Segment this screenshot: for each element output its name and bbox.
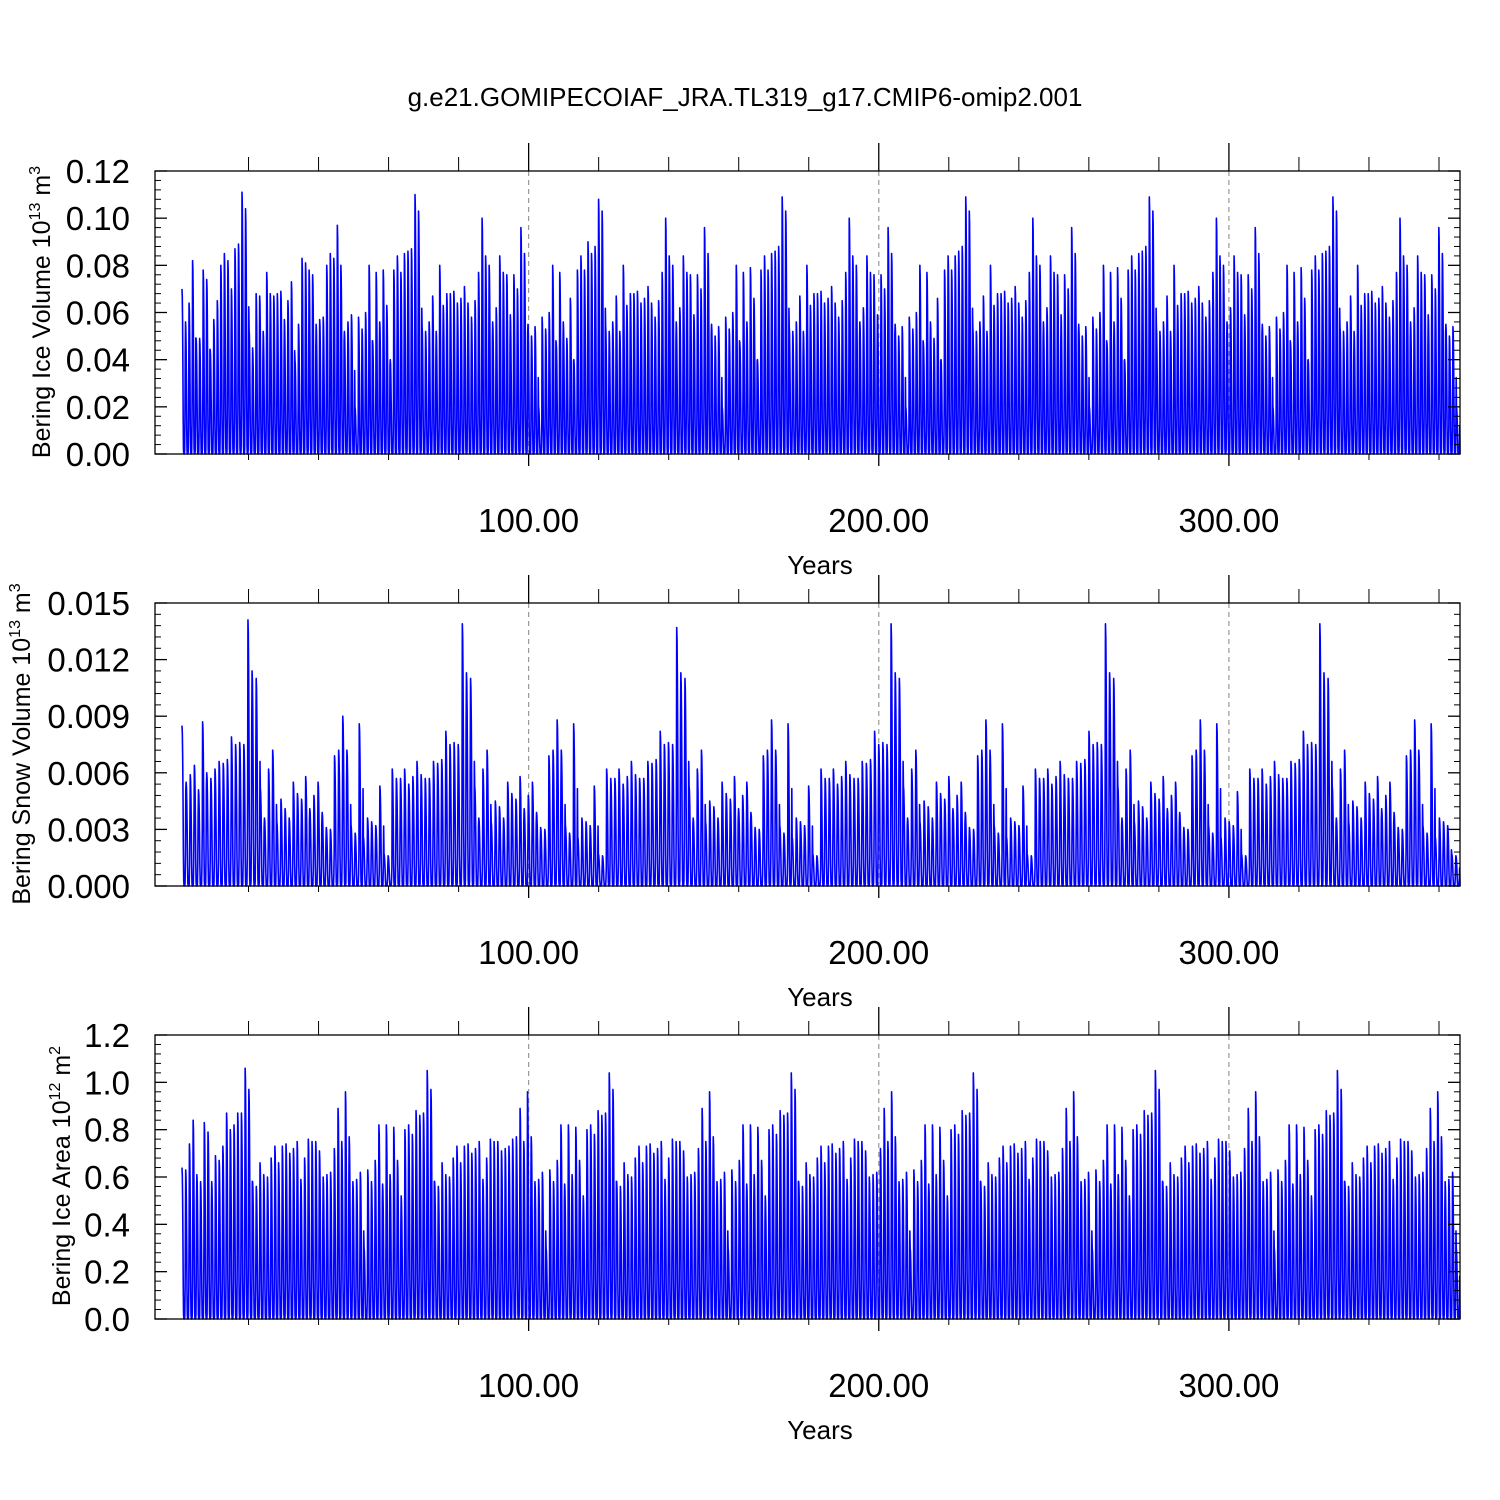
x-axis-label: Years [787,550,853,580]
x-tick-label: 200.00 [828,502,929,539]
y-tick-label: 0.10 [66,200,130,237]
y-tick-label: 1.2 [84,1017,130,1054]
y-tick-label: 0.012 [47,642,130,679]
y-tick-label: 0.08 [66,247,130,284]
y-axis-label: Bering Ice Area 1012 m2 [47,1046,76,1306]
y-tick-label: 0.04 [66,342,130,379]
y-tick-label: 0.2 [84,1254,130,1291]
series-line [181,619,1461,887]
x-tick-label: 100.00 [478,1367,579,1404]
y-tick-label: 0.4 [84,1206,130,1243]
series-line [181,1067,1461,1320]
y-tick-label: 0.12 [66,153,130,190]
y-tick-label: 1.0 [84,1064,130,1101]
plot-frame [154,602,1461,887]
x-tick-label: 200.00 [828,934,929,971]
y-tick-label: 0.000 [47,868,130,905]
y-tick-label: 0.015 [47,585,130,622]
x-tick-label: 100.00 [478,934,579,971]
y-tick-label: 0.06 [66,295,130,332]
y-tick-label: 0.02 [66,389,130,426]
x-axis-label: Years [787,1415,853,1445]
x-tick-label: 300.00 [1178,502,1279,539]
x-axis-label: Years [787,982,853,1012]
x-tick-label: 200.00 [828,1367,929,1404]
x-tick-label: 300.00 [1178,934,1279,971]
y-tick-label: 0.8 [84,1112,130,1149]
x-tick-label: 300.00 [1178,1367,1279,1404]
panel-ice-area: 0.0 0.2 0.4 0.6 0.8 1.0 1.2 100.00 200.00 300.00 Y… [47,1007,1461,1445]
y-tick-label: 0.00 [66,436,130,473]
y-tick-label: 0.006 [47,755,130,792]
panel-ice-volume: 0.00 0.02 0.04 0.06 0.08 0.10 0.12 100.00 200.00… [27,143,1461,580]
x-tick-label: 100.00 [478,502,579,539]
y-tick-label: 0.009 [47,698,130,735]
y-tick-label: 0.6 [84,1159,130,1196]
series-line [181,191,1461,455]
y-tick-label: 0.0 [84,1301,130,1338]
y-tick-label: 0.003 [47,811,130,848]
y-axis-label: Bering Ice Volume 1013 m3 [27,166,56,458]
figure-title: g.e21.GOMIPECOIAF_JRA.TL319_g17.CMIP6-om… [408,82,1083,112]
panel-snow-volume: 0.000 0.003 0.006 0.009 0.012 0.015 100.00 200.… [7,575,1461,1012]
y-axis-label: Bering Snow Volume 1013 m3 [7,583,36,904]
